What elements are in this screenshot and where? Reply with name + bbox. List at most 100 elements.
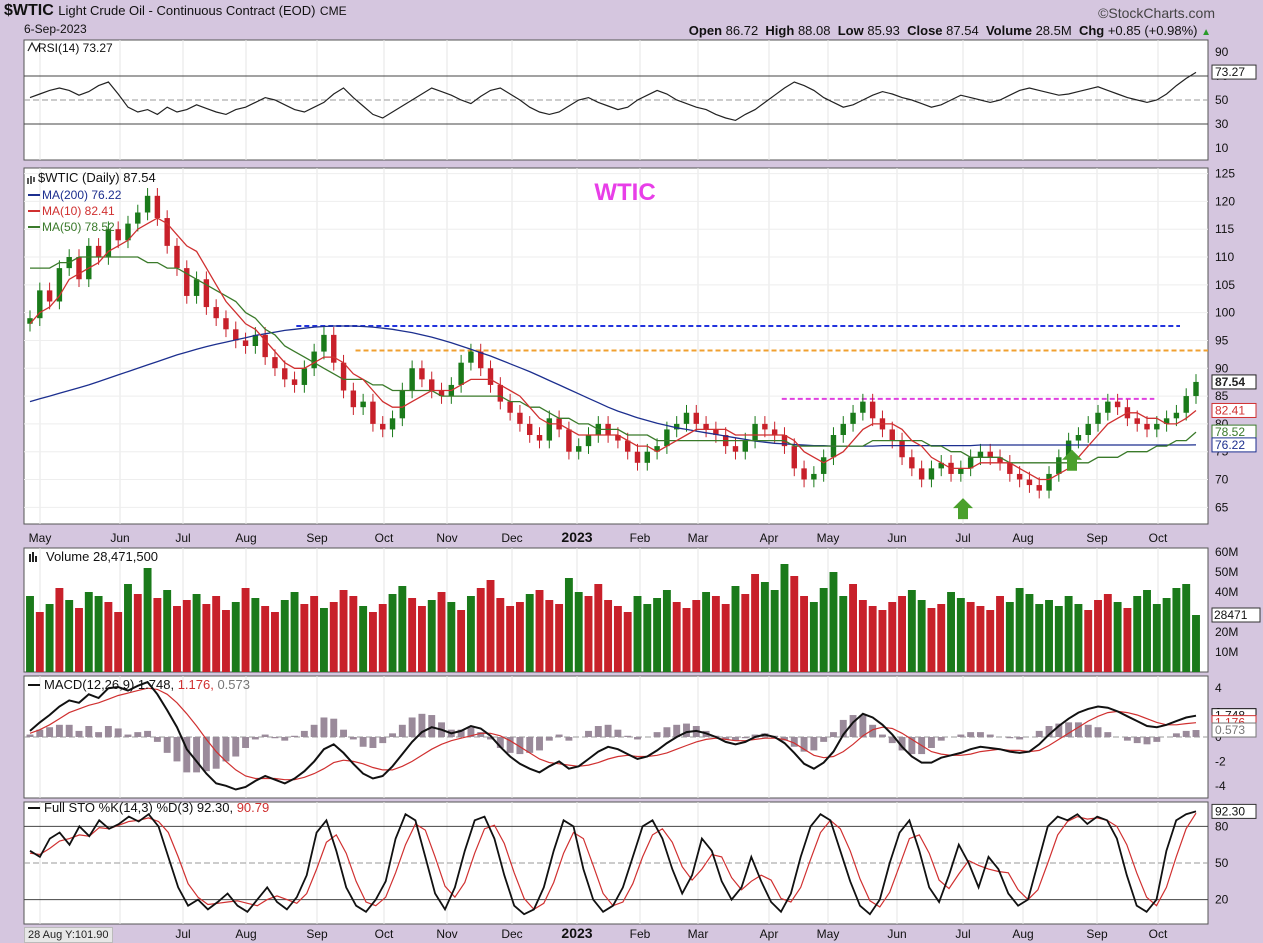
price-candle <box>1065 440 1072 458</box>
price-x-tick-label: Aug <box>235 531 256 545</box>
macd-histogram-bar <box>1035 730 1043 737</box>
price-candle <box>360 401 366 408</box>
price-tick-label: 90 <box>1215 361 1229 375</box>
price-tick-label: 95 <box>1215 333 1229 347</box>
price-candle <box>213 307 219 319</box>
volume-bar <box>1113 602 1122 672</box>
rsi-line <box>29 71 1197 122</box>
bottom-x-tick-label: Sep <box>306 927 328 941</box>
volume-bar <box>584 596 593 672</box>
volume-bar <box>594 584 603 672</box>
chg-label: Chg <box>1078 23 1105 38</box>
bottom-x-tick-label: Dec <box>501 927 522 941</box>
price-candle <box>321 334 327 352</box>
price-candle <box>497 384 504 402</box>
volume-bar <box>26 596 34 672</box>
volume-bar <box>163 590 172 672</box>
price-tick-label: 85 <box>1215 389 1229 403</box>
price-candle <box>1173 412 1180 419</box>
panel-rsi <box>23 39 1209 161</box>
price-tick-label: 120 <box>1215 194 1235 208</box>
macd-histogram-bar <box>95 732 103 737</box>
volume-bar <box>672 602 681 672</box>
price-candle <box>1007 462 1013 474</box>
price-tick-label: 125 <box>1215 167 1235 181</box>
price-candle <box>350 390 357 408</box>
price-candle <box>380 423 386 430</box>
volume-bar <box>623 612 632 672</box>
volume-bar <box>408 598 417 672</box>
volume-bar <box>388 594 397 672</box>
macd-histogram-bar <box>976 732 984 737</box>
price-candle <box>252 334 259 346</box>
price-candle <box>634 451 641 463</box>
price-x-tick-label: Apr <box>760 531 779 545</box>
panel-sto <box>23 801 1209 925</box>
macd-histogram-bar <box>477 732 485 737</box>
macd-tick-label: -4 <box>1215 779 1226 793</box>
price-candle <box>1075 435 1082 441</box>
volume-value-tag-label: 28471 <box>1214 608 1248 622</box>
price-candle <box>438 390 445 397</box>
price-candle <box>203 279 210 308</box>
price-candle <box>928 468 935 480</box>
macd-histogram-bar <box>1006 737 1014 739</box>
macd-line <box>29 680 1197 791</box>
macd-histogram-bar <box>1143 737 1151 745</box>
volume-bar <box>1064 596 1073 672</box>
macd-histogram-bar <box>300 730 308 737</box>
macd-panel-label: MACD(12,26,9) 1.748, 1.176, 0.573 <box>44 677 250 692</box>
volume-bar <box>525 594 534 672</box>
price-candle <box>683 412 690 424</box>
price-candle <box>46 290 53 302</box>
ma10-line <box>29 217 1197 481</box>
price-candle <box>585 435 592 447</box>
price-candle <box>331 334 337 363</box>
volume-bar <box>613 606 622 672</box>
price-candle <box>644 451 651 463</box>
volume-bar <box>1172 588 1181 672</box>
price-x-tick-label: Jul <box>955 531 970 545</box>
price-candle <box>566 429 572 452</box>
macd-histogram-bar <box>663 727 671 737</box>
macd-histogram-bar <box>1094 727 1102 737</box>
price-candle <box>115 229 121 241</box>
volume-bar <box>976 606 985 672</box>
price-x-tick-label: Feb <box>630 531 651 545</box>
volume-bar <box>1143 590 1151 672</box>
chart-header: $WTIC Light Crude Oil - Continuous Contr… <box>4 2 347 20</box>
volume-bar <box>986 610 995 672</box>
macd-histogram-bar <box>888 737 896 744</box>
price-candle <box>1163 418 1170 424</box>
volume-bar <box>574 592 583 672</box>
volume-bar <box>1074 604 1083 672</box>
volume-bar <box>555 604 564 672</box>
high-label: High <box>765 23 795 38</box>
price-candle <box>419 368 425 380</box>
price-candle <box>193 279 200 296</box>
price-candle <box>389 418 396 430</box>
volume-bar <box>564 578 573 672</box>
rsi-panel-label: RSI(14) 73.27 <box>38 41 113 55</box>
macd-histogram-bar <box>614 729 622 737</box>
volume-bar <box>829 572 838 672</box>
price-candle <box>958 468 964 474</box>
volume-bar <box>849 584 858 672</box>
macd-histogram-bar <box>1182 730 1190 737</box>
price-candle <box>1114 401 1121 408</box>
price-candle <box>909 457 915 469</box>
price-candle <box>86 245 92 280</box>
rsi-tick-label: 90 <box>1215 45 1229 59</box>
price-tag <box>1211 402 1257 418</box>
ma50-line <box>30 256 1197 464</box>
macd-histogram-bar <box>36 729 44 737</box>
macd-histogram-bar <box>349 737 357 740</box>
volume-bar <box>143 568 152 672</box>
macd-histogram-bar <box>124 734 132 737</box>
macd-histogram-bar <box>673 724 681 737</box>
macd-histogram-bar <box>516 737 524 755</box>
macd-histogram-bar <box>114 728 122 737</box>
volume-bar <box>633 596 642 672</box>
volume-bar <box>751 574 760 672</box>
volume-bar <box>398 586 407 672</box>
